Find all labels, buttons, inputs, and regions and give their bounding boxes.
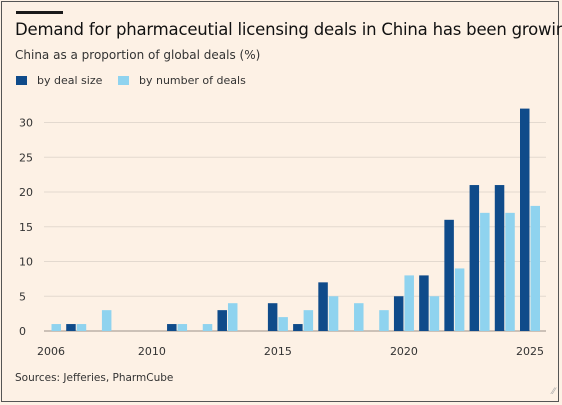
bar-deal-size-2017 xyxy=(318,282,328,331)
bar-deal-size-2011 xyxy=(167,324,177,331)
legend-label-deal-size: by deal size xyxy=(37,74,103,87)
legend-swatch-deal-size xyxy=(16,76,27,85)
y-tick-label: 10 xyxy=(19,256,33,269)
bar-number-of-deals-2015 xyxy=(278,317,288,331)
y-tick-label: 15 xyxy=(19,221,33,234)
bar-deal-size-2015 xyxy=(267,303,278,331)
resize-grip-icon: ⁄⁄ xyxy=(551,387,555,397)
bar-number-of-deals-2011 xyxy=(177,324,188,331)
x-tick-label: 2015 xyxy=(264,345,292,358)
legend-swatch-number-of-deals xyxy=(118,76,129,85)
chart-title: Demand for pharmaceutial licensing deals… xyxy=(15,20,562,39)
bar-number-of-deals-2016 xyxy=(303,310,314,331)
bar-number-of-deals-2012 xyxy=(202,324,213,331)
bar-number-of-deals-2008 xyxy=(101,310,112,331)
bar-number-of-deals-2019 xyxy=(379,310,389,331)
bar-deal-size-2021 xyxy=(419,275,429,331)
title-rule xyxy=(16,11,63,14)
x-tick-label: 2020 xyxy=(390,345,418,358)
bar-number-of-deals-2023 xyxy=(480,212,490,331)
bar-number-of-deals-2017 xyxy=(328,296,339,331)
bar-number-of-deals-2022 xyxy=(454,268,465,331)
source-note: Sources: Jefferies, PharmCube xyxy=(15,372,174,384)
bar-deal-size-2016 xyxy=(293,324,303,331)
bar-number-of-deals-2006 xyxy=(51,324,61,331)
bar-deal-size-2024 xyxy=(494,185,505,331)
bar-number-of-deals-2020 xyxy=(404,275,414,331)
bar-number-of-deals-2013 xyxy=(227,303,238,331)
bar-deal-size-2022 xyxy=(444,219,454,331)
bar-deal-size-2020 xyxy=(393,296,404,331)
bar-deal-size-2025 xyxy=(520,108,530,331)
bar-deal-size-2007 xyxy=(66,324,76,331)
x-tick-label: 2025 xyxy=(516,345,544,358)
bar-number-of-deals-2018 xyxy=(354,303,364,331)
bar-number-of-deals-2007 xyxy=(76,324,87,331)
legend-label-number-of-deals: by number of deals xyxy=(139,74,246,87)
y-tick-label: 30 xyxy=(19,117,33,130)
bar-number-of-deals-2024 xyxy=(505,212,515,331)
y-tick-label: 5 xyxy=(19,290,26,303)
bar-number-of-deals-2025 xyxy=(530,205,540,331)
y-tick-label: 0 xyxy=(19,325,26,338)
y-tick-label: 20 xyxy=(19,186,33,199)
chart-subtitle: China as a proportion of global deals (%… xyxy=(15,48,261,62)
x-tick-label: 2010 xyxy=(138,345,166,358)
bar-deal-size-2023 xyxy=(469,185,480,331)
bar-number-of-deals-2021 xyxy=(429,296,440,331)
bar-deal-size-2013 xyxy=(217,310,227,331)
y-tick-label: 25 xyxy=(19,151,33,164)
x-tick-label: 2006 xyxy=(37,345,65,358)
